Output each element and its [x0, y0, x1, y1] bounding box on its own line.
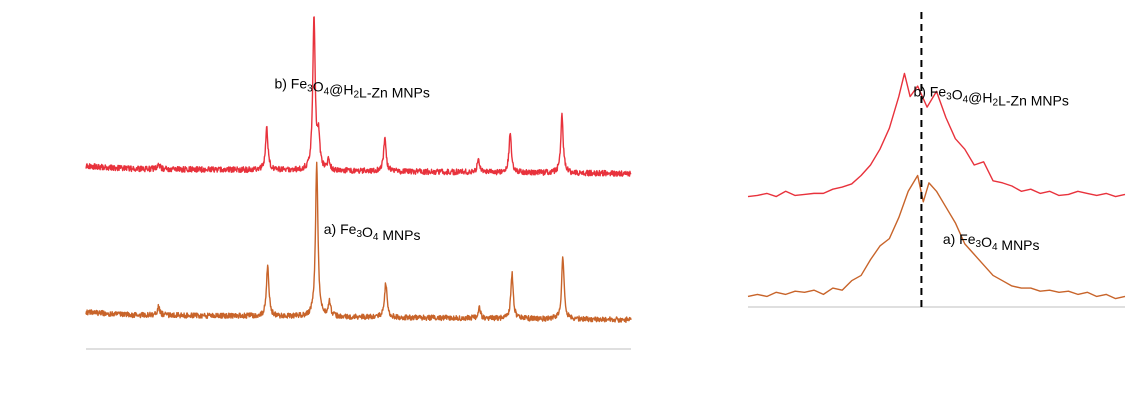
series-label-fe3o4: a) Fe3O4 MNPs — [324, 221, 421, 243]
series-line-fe3o4-h2l-zn — [747, 72, 1126, 198]
series-line-fe3o4-h2l-zn — [85, 16, 632, 177]
xrd-full-range-chart: b) Fe3O4@H2L-Zn MNPs a) Fe3O4 MNPs — [85, 16, 632, 350]
series-label-fe3o4: a) Fe3O4 MNPs — [943, 231, 1040, 253]
series-label-fe3o4-h2l-zn: b) Fe3O4@H2L-Zn MNPs — [274, 76, 429, 101]
series-label-fe3o4-h2l-zn: b) Fe3O4@H2L-Zn MNPs — [913, 84, 1068, 109]
xrd-zoom-plot: b) Fe3O4@H2L-Zn MNPs a) Fe3O4 MNPs — [747, 12, 1126, 308]
xrd-zoom-chart: b) Fe3O4@H2L-Zn MNPs a) Fe3O4 MNPs — [660, 0, 1148, 410]
series-line-fe3o4 — [747, 174, 1126, 300]
series-line-fe3o4 — [85, 161, 632, 323]
xrd-full-range-plot: b) Fe3O4@H2L-Zn MNPs a) Fe3O4 MNPs — [85, 16, 632, 350]
